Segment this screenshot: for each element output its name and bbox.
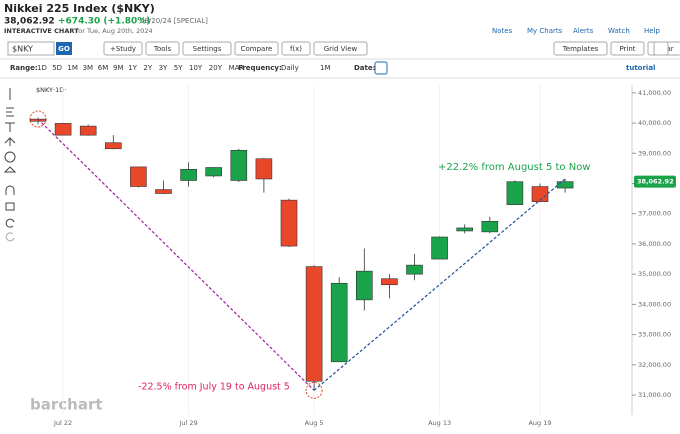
toolbar-button[interactable] bbox=[281, 41, 311, 56]
toolbar-button[interactable] bbox=[610, 41, 645, 56]
annotation: +22.2% from August 5 to Now bbox=[438, 162, 591, 173]
candle-body bbox=[230, 149, 248, 181]
range-option[interactable]: 6M bbox=[98, 64, 109, 72]
candle-body bbox=[330, 282, 348, 363]
y-tick-label: 32,000.00 bbox=[638, 361, 671, 369]
range-option[interactable]: 9M bbox=[113, 64, 124, 72]
toolbar-label: f(x) bbox=[290, 45, 302, 53]
toolbar-button[interactable] bbox=[103, 41, 143, 56]
x-tick-label: Aug 13 bbox=[428, 419, 451, 427]
marker-circle bbox=[305, 381, 323, 399]
range-option[interactable]: 10Y bbox=[189, 64, 203, 72]
last-price-badge bbox=[634, 175, 676, 188]
range-option[interactable]: MAX bbox=[229, 64, 245, 72]
range-option[interactable]: 5Y bbox=[174, 64, 183, 72]
candle-body bbox=[79, 125, 97, 136]
toolbar-button[interactable] bbox=[313, 41, 368, 56]
go-label: GO bbox=[58, 45, 70, 53]
toolbar-label: Settings bbox=[193, 45, 222, 53]
toolbar-label: +Study bbox=[110, 45, 136, 53]
candle-body bbox=[205, 167, 222, 177]
candle-body bbox=[506, 181, 524, 205]
frequency[interactable]: Daily bbox=[281, 64, 299, 72]
range-option[interactable]: 1D bbox=[37, 64, 47, 72]
range-option[interactable]: 1M bbox=[67, 64, 78, 72]
subtitle: for Tue, Aug 20th, 2024 bbox=[76, 27, 153, 35]
candle-body bbox=[456, 227, 474, 232]
y-tick-label: 31,000.00 bbox=[638, 391, 671, 399]
trend-line bbox=[37, 118, 315, 391]
nav-link[interactable]: My Charts bbox=[527, 27, 563, 35]
candle-body bbox=[155, 189, 172, 194]
expand-button[interactable] bbox=[653, 41, 669, 56]
candle-body bbox=[54, 123, 72, 136]
symbol-input[interactable] bbox=[7, 41, 55, 56]
watermark: barchart bbox=[30, 396, 103, 414]
period[interactable]: 1M bbox=[320, 64, 331, 72]
nav-link[interactable]: Help bbox=[644, 27, 661, 35]
candle-body bbox=[280, 199, 298, 247]
toolbar-button[interactable] bbox=[234, 41, 279, 56]
x-tick-label: Aug 5 bbox=[305, 419, 324, 427]
tutorial[interactable]: tutorial bbox=[626, 64, 655, 72]
subtitle-label: INTERACTIVE CHART bbox=[4, 27, 79, 35]
candle-body bbox=[406, 264, 423, 275]
candle-body bbox=[305, 266, 323, 382]
date-picker[interactable] bbox=[374, 61, 388, 75]
range-option[interactable]: 3M bbox=[83, 64, 94, 72]
candle-body bbox=[556, 181, 574, 189]
toolbar-button[interactable] bbox=[553, 41, 608, 56]
y-tick-label: 34,000.00 bbox=[638, 300, 671, 308]
candle-body bbox=[431, 236, 448, 260]
x-tick-label: Jul 22 bbox=[53, 419, 72, 427]
toolbar-label: Tools bbox=[153, 45, 172, 53]
range-option[interactable]: 3Y bbox=[159, 64, 168, 72]
nav-link[interactable]: Notes bbox=[492, 27, 513, 35]
title: Nikkei 225 Index ($NKY) bbox=[4, 2, 155, 15]
y-tick-label: 41,000.00 bbox=[638, 89, 671, 97]
candle-body bbox=[255, 158, 273, 180]
drawing-tools bbox=[3, 88, 17, 242]
x-tick-label: Jul 29 bbox=[179, 419, 198, 427]
date: 08/20/24 [SPECIAL] bbox=[140, 17, 208, 25]
candle-body bbox=[180, 169, 197, 181]
y-tick-label: 39,000.00 bbox=[638, 149, 671, 157]
y-tick-label: 35,000.00 bbox=[638, 270, 671, 278]
toolbar-button[interactable] bbox=[182, 41, 232, 56]
date-label: Date: bbox=[354, 64, 376, 72]
toolbar-label: Grid View bbox=[324, 45, 358, 53]
toolbar-label: Print bbox=[619, 45, 635, 53]
change: +674.30 (+1.80%) bbox=[58, 17, 150, 27]
last-price-label: 38,062.92 bbox=[637, 178, 674, 186]
toolbar-button[interactable] bbox=[145, 41, 180, 56]
y-tick-label: 33,000.00 bbox=[638, 331, 671, 339]
y-tick-label: 36,000.00 bbox=[638, 240, 671, 248]
y-tick-label: 37,000.00 bbox=[638, 210, 671, 218]
x-tick-label: Aug 19 bbox=[528, 419, 551, 427]
toolbar-label: Templates bbox=[562, 45, 599, 53]
candle-body bbox=[130, 166, 147, 187]
candle-body bbox=[355, 270, 373, 301]
candle-body bbox=[105, 142, 122, 150]
symbol: $NKY bbox=[12, 45, 33, 54]
candle-body bbox=[481, 220, 499, 233]
range-option[interactable]: 2Y bbox=[143, 64, 152, 72]
range-option[interactable]: 1Y bbox=[128, 64, 137, 72]
annotation: -22.5% from July 19 to August 5 bbox=[138, 382, 290, 393]
range-option[interactable]: 20Y bbox=[209, 64, 223, 72]
go-button[interactable] bbox=[56, 42, 72, 55]
price: 38,062.92 bbox=[4, 17, 55, 27]
range-label: Range: bbox=[10, 64, 38, 72]
frequency-label: Frequency: bbox=[238, 64, 282, 72]
toolbar-label: Compare bbox=[241, 45, 273, 53]
candle-body bbox=[381, 278, 398, 286]
chart-legend: $NKY·1D· bbox=[36, 86, 66, 94]
nav-link[interactable]: Watch bbox=[608, 27, 630, 35]
nav-link[interactable]: Alerts bbox=[573, 27, 594, 35]
range-option[interactable]: 5D bbox=[52, 64, 62, 72]
y-tick-label: 40,000.00 bbox=[638, 119, 671, 127]
